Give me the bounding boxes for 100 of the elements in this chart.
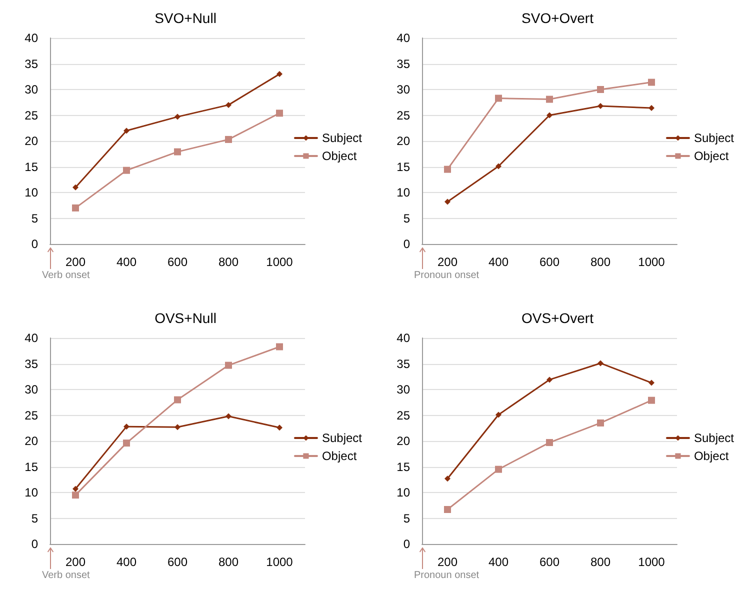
- x-tick-label: 800: [590, 555, 611, 569]
- point: [72, 184, 78, 190]
- point: [444, 506, 451, 513]
- x-tick-label: 1000: [266, 555, 294, 569]
- point: [546, 112, 552, 118]
- y-tick-label: 35: [24, 56, 38, 71]
- point: [546, 96, 553, 103]
- point: [225, 362, 232, 369]
- point: [276, 71, 282, 78]
- point: [123, 166, 130, 174]
- point: [276, 424, 282, 431]
- x-tick-label: 1000: [638, 255, 666, 269]
- chart-title: SVO+Overt: [522, 10, 594, 26]
- y-tick-label: 10: [24, 486, 38, 500]
- x-tick-label: 200: [65, 555, 86, 569]
- x-tick-label: 200: [437, 255, 458, 269]
- x-tick-label: 400: [116, 555, 137, 569]
- y-tick-label: 40: [396, 31, 410, 45]
- y-tick-label: 25: [396, 108, 410, 122]
- point: [496, 412, 502, 418]
- y-tick-label: 30: [24, 82, 38, 96]
- x-tick-label: 200: [65, 255, 86, 269]
- point: [174, 114, 180, 120]
- y-tick-label: 15: [24, 160, 38, 174]
- point: [226, 102, 232, 108]
- text: Pronoun onset: [414, 270, 480, 281]
- y-tick-label: 10: [24, 186, 38, 200]
- point: [597, 86, 604, 93]
- point: [124, 128, 130, 134]
- legend-label: Object: [322, 449, 358, 463]
- y-tick-label: 0: [31, 537, 38, 551]
- y-tick-label: 25: [396, 408, 410, 422]
- y-tick-label: 5: [403, 211, 410, 226]
- x-tick-label: 600: [539, 255, 560, 269]
- point: [72, 486, 78, 492]
- y-tick-label: 30: [396, 382, 410, 396]
- legend-label: Subject: [322, 131, 363, 145]
- point: [226, 413, 232, 420]
- y-tick-label: 20: [24, 134, 38, 148]
- y-tick-label: 35: [396, 56, 410, 71]
- x-tick-label: 600: [167, 255, 188, 269]
- y-tick-label: 20: [396, 434, 410, 448]
- point: [444, 476, 450, 482]
- point: [546, 376, 552, 383]
- x-tick-label: 200: [437, 555, 458, 569]
- y-tick-label: 25: [24, 108, 38, 122]
- x-tick-label: 1000: [266, 255, 294, 269]
- y-tick-label: 30: [396, 82, 410, 96]
- y-tick-label: 40: [24, 31, 38, 45]
- text: Pronoun onset: [414, 570, 480, 581]
- y-tick-label: 15: [396, 460, 410, 474]
- point: [598, 360, 604, 366]
- chart-title: OVS+Overt: [522, 310, 594, 326]
- x-tick-label: 600: [167, 555, 188, 569]
- point: [496, 163, 502, 170]
- y-tick-label: 30: [24, 382, 38, 396]
- point: [598, 102, 604, 109]
- y-tick-label: 40: [24, 331, 38, 345]
- point: [495, 94, 502, 102]
- x-tick-label: 1000: [638, 555, 666, 569]
- point: [72, 492, 79, 499]
- y-tick-label: 10: [396, 486, 410, 500]
- text: Verb onset: [42, 570, 90, 581]
- point: [225, 136, 232, 143]
- point: [276, 343, 283, 350]
- y-tick-label: 35: [24, 356, 38, 371]
- point: [174, 396, 181, 404]
- y-tick-label: 5: [403, 511, 410, 526]
- y-tick-label: 35: [396, 356, 410, 371]
- y-tick-label: 0: [31, 237, 38, 251]
- point: [174, 424, 180, 430]
- point: [444, 166, 451, 173]
- legend-label: Subject: [322, 431, 363, 445]
- legend-label: Object: [322, 149, 358, 163]
- point: [72, 204, 79, 212]
- y-tick-label: 5: [31, 511, 38, 526]
- x-tick-label: 800: [590, 255, 611, 269]
- x-tick-label: 800: [218, 555, 239, 569]
- y-tick-label: 15: [24, 460, 38, 474]
- y-tick-label: 20: [24, 434, 38, 448]
- point: [444, 198, 450, 205]
- x-tick-label: 400: [488, 255, 509, 269]
- point: [546, 439, 553, 446]
- point: [124, 424, 130, 430]
- point: [276, 110, 283, 117]
- chart-title: OVS+Null: [154, 310, 216, 326]
- y-tick-label: 25: [24, 408, 38, 422]
- y-tick-label: 0: [403, 237, 410, 251]
- legend-label: Subject: [694, 431, 735, 445]
- point: [123, 440, 130, 447]
- y-tick-label: 40: [396, 331, 410, 345]
- legend-label: Object: [694, 449, 730, 463]
- x-tick-label: 400: [116, 255, 137, 269]
- point: [174, 148, 181, 156]
- x-tick-label: 600: [539, 555, 560, 569]
- chart-title: SVO+Null: [154, 10, 216, 26]
- y-tick-label: 10: [396, 186, 410, 200]
- y-tick-label: 0: [403, 537, 410, 551]
- y-tick-label: 15: [396, 160, 410, 174]
- x-tick-label: 800: [218, 255, 239, 269]
